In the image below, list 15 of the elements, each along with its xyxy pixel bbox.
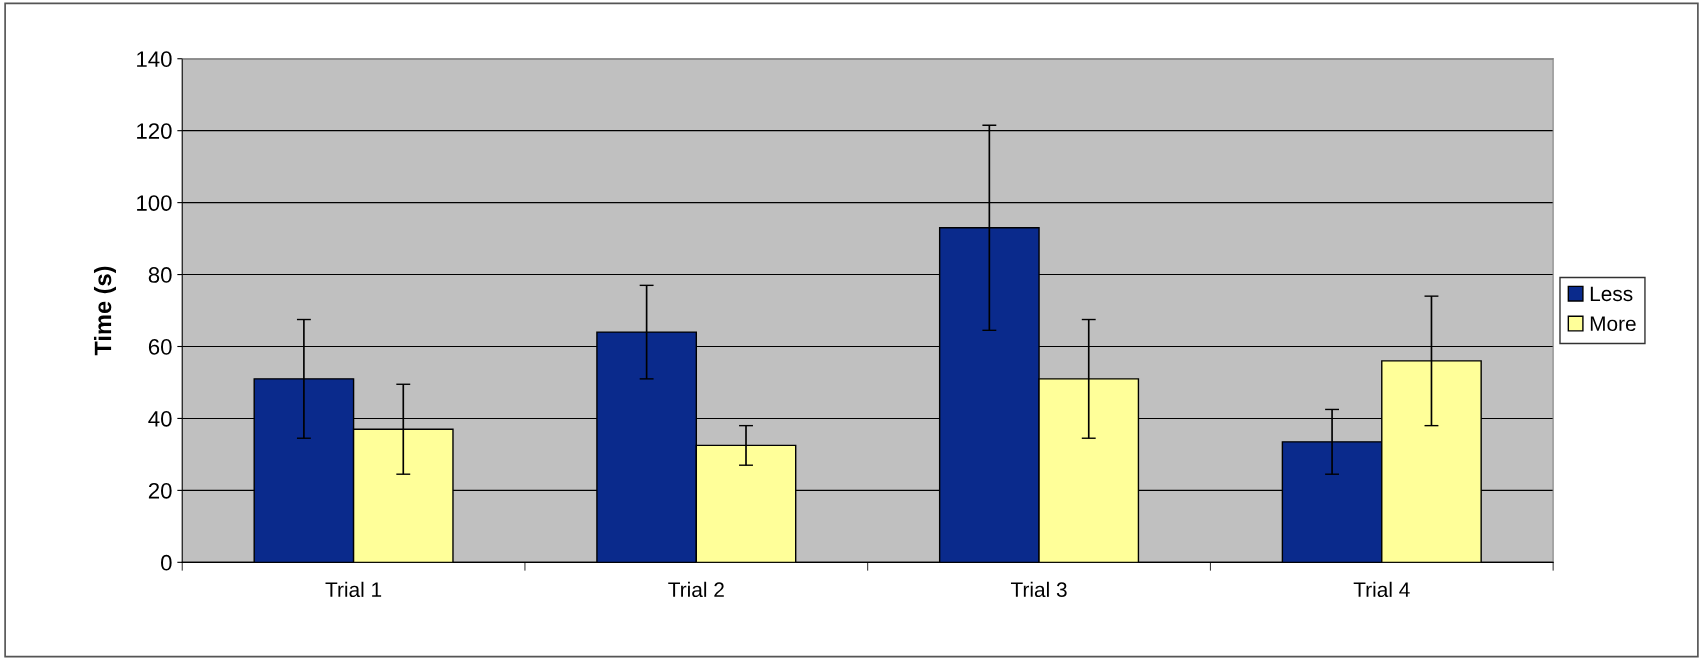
y-tick-label: 20 [148, 482, 172, 499]
legend-label: More [1590, 316, 1636, 332]
y-tick-label: 0 [161, 554, 172, 571]
y-tick-label: 140 [137, 51, 172, 68]
y-tick-label: 100 [137, 195, 172, 211]
y-tick-label: 80 [148, 267, 172, 283]
legend-label: Less [1590, 286, 1633, 302]
x-tick-label: Trial 4 [1353, 581, 1410, 598]
y-tick-label: 40 [148, 410, 172, 427]
x-tick-label: Trial 1 [325, 581, 382, 598]
y-tick-label: 120 [137, 123, 172, 139]
x-tick-label: Trial 3 [1010, 581, 1067, 598]
y-axis-title: Time (s) [93, 266, 116, 356]
y-tick-label: 60 [148, 339, 172, 355]
x-tick-label: Trial 2 [668, 581, 724, 598]
